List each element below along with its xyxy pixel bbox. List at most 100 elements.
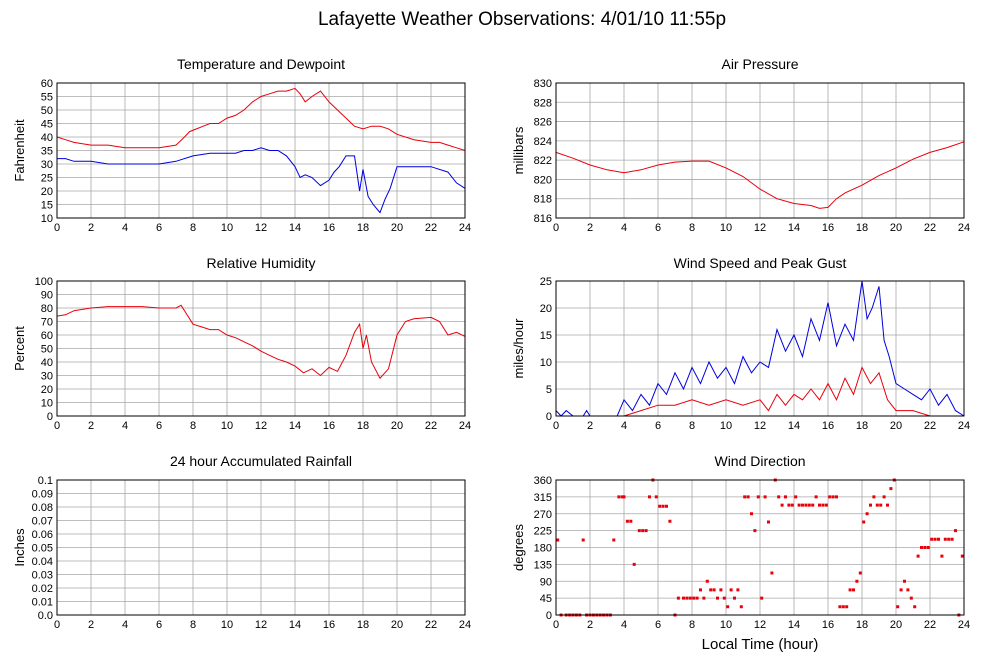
direction-point (879, 503, 883, 507)
direction-point (682, 596, 685, 600)
y-tick-label: 30 (41, 371, 53, 383)
x-tick-label: 8 (190, 420, 196, 432)
y-tick-label: 55 (41, 92, 53, 104)
y-tick-label: 15 (540, 330, 552, 342)
x-tick-label: 18 (357, 619, 369, 631)
y-tick-label: 816 (534, 213, 552, 225)
direction-point (841, 605, 845, 609)
x-tick-label: 24 (459, 222, 471, 234)
x-tick-label: 12 (754, 420, 766, 432)
y-tick-label: 824 (534, 136, 552, 148)
y-axis-label: Inches (12, 528, 27, 567)
y-tick-label: 25 (540, 276, 552, 288)
direction-point (920, 546, 923, 549)
direction-point (692, 596, 696, 600)
x-tick-label: 16 (822, 619, 834, 631)
direction-point (712, 588, 716, 592)
x-tick-label: 20 (890, 619, 902, 631)
direction-point (869, 503, 872, 507)
direction-point (644, 529, 648, 533)
x-tick-label: 16 (822, 420, 834, 432)
direction-point (777, 495, 781, 499)
direction-point (845, 605, 849, 609)
direction-point (739, 605, 743, 609)
y-tick-label: 20 (540, 303, 552, 315)
direction-point (702, 596, 706, 600)
x-tick-label: 18 (856, 222, 868, 234)
x-tick-label: 8 (689, 420, 695, 432)
y-tick-label: 60 (41, 78, 53, 90)
y-tick-label: 830 (534, 78, 552, 90)
direction-point (767, 520, 770, 524)
direction-point (661, 504, 665, 508)
direction-point (622, 495, 626, 499)
chart-title: Relative Humidity (207, 255, 316, 271)
x-tick-label: 0 (553, 420, 559, 432)
x-tick-label: 4 (122, 420, 128, 432)
x-tick-label: 20 (391, 222, 403, 234)
direction-point (770, 571, 774, 575)
x-tick-label: 10 (221, 222, 233, 234)
y-tick-label: 0 (47, 411, 53, 423)
plot-frame (555, 479, 965, 616)
x-tick-label: 14 (289, 619, 301, 631)
y-tick-label: 0.01 (32, 597, 53, 609)
direction-point (790, 503, 794, 507)
y-tick-label: 20 (41, 186, 53, 198)
y-tick-label: 826 (534, 117, 552, 129)
direction-point (729, 588, 733, 592)
y-tick-label: 0.09 (32, 489, 53, 501)
series-line-1 (56, 304, 466, 380)
x-tick-label: 18 (357, 222, 369, 234)
x-tick-label: 22 (425, 619, 437, 631)
direction-point (824, 503, 828, 507)
direction-point (750, 512, 753, 516)
chart-title: Temperature and Dewpoint (177, 56, 345, 72)
x-tick-label: 20 (391, 420, 403, 432)
direction-point (632, 562, 636, 566)
direction-point (821, 503, 825, 507)
direction-point (926, 546, 930, 549)
x-tick-label: 2 (88, 222, 94, 234)
direction-point (886, 503, 889, 507)
plot-frame (56, 82, 466, 219)
chart-title: Wind Direction (714, 453, 805, 469)
x-tick-label: 4 (621, 619, 627, 631)
x-tick-label: 20 (391, 619, 403, 631)
direction-point (556, 538, 560, 542)
direction-point (617, 495, 621, 499)
y-tick-label: 0.03 (32, 570, 53, 582)
y-tick-label: 820 (534, 174, 552, 186)
direction-point (818, 503, 821, 507)
x-tick-label: 12 (754, 222, 766, 234)
y-axis-label: Percent (12, 326, 27, 371)
y-tick-label: 100 (35, 276, 53, 288)
direction-point (780, 503, 784, 507)
direction-point (950, 537, 954, 541)
y-tick-label: 45 (41, 119, 53, 131)
y-tick-label: 80 (41, 303, 53, 315)
x-tick-label: 0 (553, 222, 559, 234)
x-tick-label: 22 (924, 619, 936, 631)
direction-point (722, 596, 726, 600)
x-tick-label: 12 (255, 222, 267, 234)
x-tick-label: 2 (587, 420, 593, 432)
y-tick-label: 0.08 (32, 502, 53, 514)
direction-point (637, 529, 641, 533)
direction-point (699, 588, 702, 592)
y-tick-label: 45 (540, 593, 552, 605)
direction-point (865, 512, 869, 516)
x-tick-label: 24 (958, 619, 970, 631)
plot-frame (555, 280, 965, 417)
direction-point (882, 495, 886, 499)
x-tick-label: 14 (289, 420, 301, 432)
direction-point (695, 596, 699, 600)
x-tick-label: 8 (190, 619, 196, 631)
x-tick-label: 24 (459, 420, 471, 432)
direction-point (930, 537, 934, 541)
y-tick-label: 180 (534, 543, 552, 555)
direction-point (875, 503, 879, 507)
direction-point (763, 495, 767, 499)
